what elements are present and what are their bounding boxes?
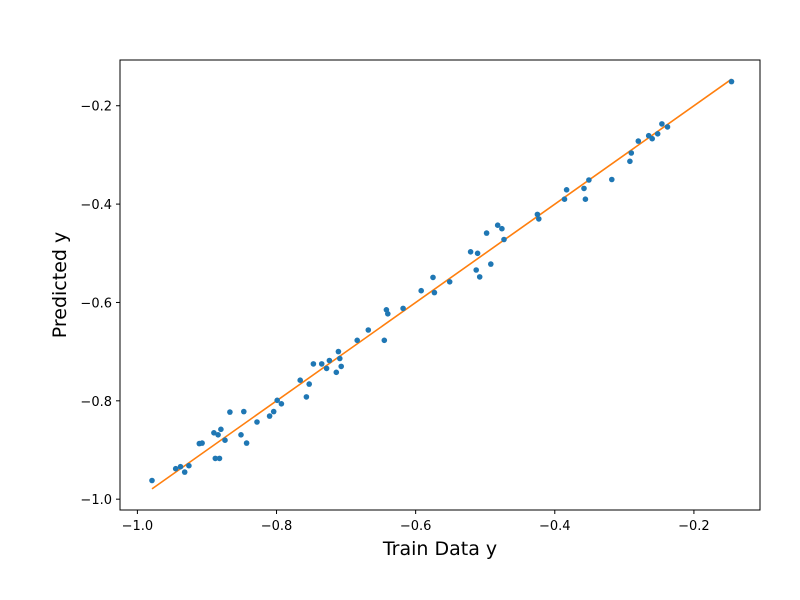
y-tick-label: −0.8	[80, 395, 112, 410]
scatter-point	[627, 158, 633, 165]
scatter-point	[476, 274, 483, 280]
scatter-point	[216, 455, 223, 462]
scatter-point	[177, 463, 184, 470]
scatter-point	[628, 150, 635, 156]
scatter-point	[561, 196, 568, 202]
scatter-point	[586, 177, 592, 183]
scatter-point	[149, 477, 155, 484]
scatter-point	[354, 337, 361, 344]
x-tick-label: −0.4	[539, 519, 571, 534]
scatter-point	[467, 249, 474, 255]
scatter-point	[254, 419, 260, 425]
scatter-point	[335, 348, 342, 355]
scatter-point	[430, 274, 436, 281]
fit-line	[151, 78, 732, 490]
x-tick-label: −0.6	[400, 519, 432, 534]
y-tick-label: −0.2	[80, 100, 112, 115]
scatter-point	[365, 327, 372, 333]
y-axis-ticks: −1.0 −0.8 −0.6 −0.4 −0.2	[80, 100, 120, 508]
scatter-point	[212, 455, 219, 462]
scatter-point	[473, 267, 480, 273]
scatter-point	[431, 289, 438, 296]
scatter-point	[582, 196, 589, 202]
scatter-point	[227, 409, 233, 415]
scatter-point	[381, 337, 388, 344]
scatter-point	[333, 369, 340, 376]
x-axis-ticks: −1.0 −0.8 −0.6 −0.4 −0.2	[122, 510, 710, 534]
scatter-point	[274, 397, 281, 404]
scatter-point	[270, 408, 277, 415]
scatter-point	[326, 357, 333, 364]
scatter-point	[310, 361, 317, 367]
scatter-point	[728, 78, 735, 85]
scatter-point	[499, 225, 505, 232]
y-tick-label: −1.0	[80, 493, 112, 508]
y-tick-label: −0.4	[80, 198, 112, 213]
scatter-point	[241, 408, 247, 415]
scatter-point	[609, 176, 615, 183]
scatter-point	[659, 121, 665, 127]
scatter-point	[337, 355, 343, 362]
scatter-point	[318, 361, 325, 367]
scatter-point	[563, 187, 570, 193]
scatter-point	[181, 469, 188, 475]
x-tick-label: −1.0	[122, 519, 154, 534]
scatter-point	[243, 440, 250, 446]
scatter-point	[218, 426, 224, 433]
x-axis-label: Train Data y	[382, 538, 497, 560]
scatter-point	[488, 261, 494, 267]
scatter-point	[303, 394, 310, 400]
scatter-point	[534, 211, 541, 218]
scatter-point	[494, 222, 501, 228]
y-tick-label: −0.6	[80, 296, 112, 311]
scatter-point	[306, 381, 313, 387]
scatter-point	[278, 401, 285, 407]
scatter-point	[238, 432, 244, 438]
scatter-point	[211, 430, 217, 436]
x-tick-label: −0.2	[678, 519, 710, 534]
y-axis-label: Predicted y	[49, 232, 71, 338]
scatter-point	[536, 216, 542, 222]
scatter-point	[474, 250, 481, 257]
scatter-point	[400, 305, 406, 312]
scatter-point	[186, 462, 192, 469]
plot-area	[149, 78, 735, 490]
scatter-point	[649, 135, 655, 142]
scatter-point	[323, 365, 330, 372]
scatter-point	[297, 377, 304, 384]
scatter-point	[418, 287, 425, 294]
x-tick-label: −0.8	[261, 519, 293, 534]
scatter-point	[385, 311, 391, 317]
scatter-point	[266, 413, 273, 419]
scatter-point	[222, 437, 228, 444]
scatter-point	[654, 131, 661, 137]
scatter-point	[581, 185, 587, 192]
scatter-point	[172, 465, 179, 472]
scatter-point	[635, 138, 642, 144]
scatter-point	[501, 236, 507, 243]
scatter-point	[199, 440, 205, 446]
scatter-point	[446, 279, 453, 285]
scatter-point	[664, 124, 671, 130]
scatter-point	[215, 432, 221, 438]
scatter-point	[338, 363, 345, 370]
scatter-point	[483, 230, 490, 236]
axes-frame	[119, 59, 761, 511]
